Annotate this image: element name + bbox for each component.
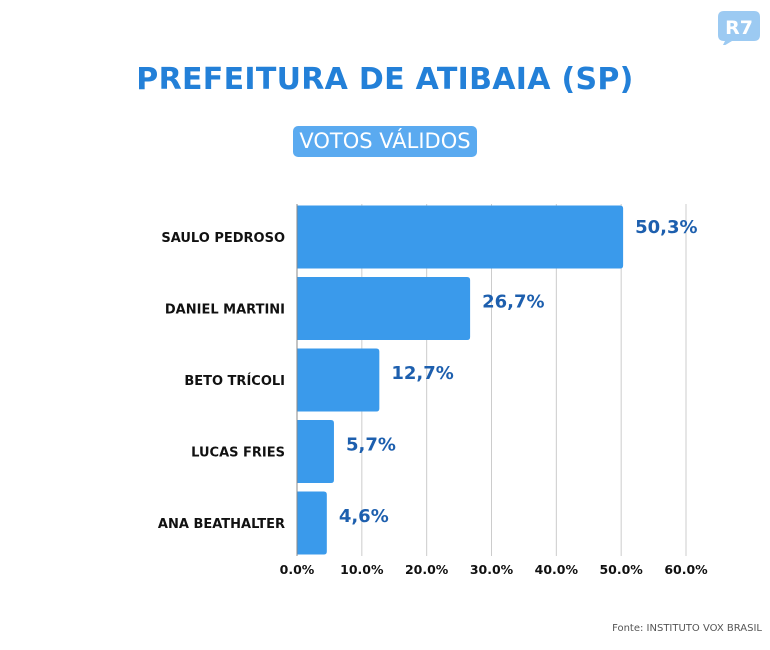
bar-chart: SAULO PEDROSO 50,3% DANIEL MARTINI 26,7% BET… (158, 204, 708, 577)
x-tick-label: 60.0% (664, 562, 708, 577)
x-tick-label: 30.0% (470, 562, 514, 577)
x-tick-label: 50.0% (599, 562, 643, 577)
category-label: SAULO PEDROSO (161, 231, 285, 246)
bar (297, 277, 471, 340)
x-tick-label: 10.0% (340, 562, 384, 577)
chart-subtitle: VOTOS VÁLIDOS (293, 126, 477, 157)
data-label: 50,3% (635, 217, 697, 238)
bar (297, 205, 624, 269)
x-tick-label: 0.0% (280, 562, 315, 577)
subtitle-container: VOTOS VÁLIDOS (0, 126, 770, 157)
data-label: 26,7% (482, 292, 544, 313)
bar (297, 420, 334, 483)
category-label: DANIEL MARTINI (165, 303, 285, 318)
chart-title: PREFEITURA DE ATIBAIA (SP) (136, 62, 634, 97)
data-label: 12,7% (391, 363, 453, 384)
data-label: 4,6% (339, 506, 389, 527)
logo-text: R7 (725, 17, 753, 39)
category-label: BETO TRÍCOLI (184, 373, 285, 389)
bar (297, 491, 327, 555)
source-note: Fonte: INSTITUTO VOX BRASIL (612, 623, 762, 634)
r7-logo: R7 (718, 11, 760, 45)
data-label: 5,7% (346, 435, 396, 456)
x-tick-label: 20.0% (405, 562, 449, 577)
category-label: ANA BEATHALTER (158, 517, 285, 532)
category-label: LUCAS FRIES (191, 446, 285, 461)
bar (297, 348, 380, 412)
x-tick-label: 40.0% (535, 562, 579, 577)
